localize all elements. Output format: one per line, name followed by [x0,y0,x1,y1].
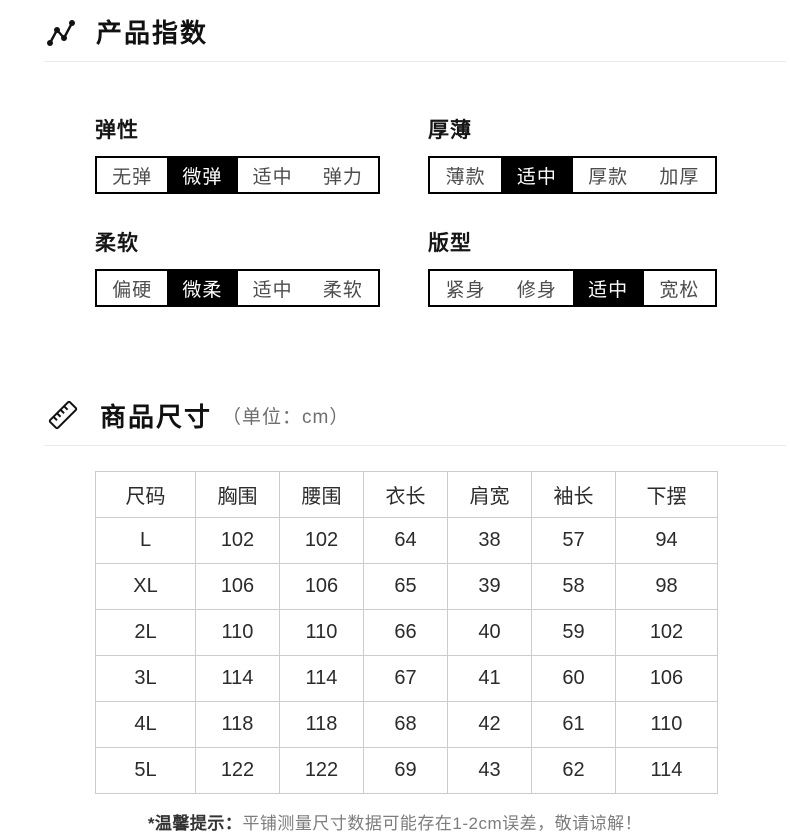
table-row: 3L 114 114 67 41 60 106 [95,655,718,702]
attribute-option: 偏硬 [112,279,153,301]
size-table-header-row: 尺码 胸围 腰围 衣长 肩宽 袖长 下摆 [95,471,718,518]
attribute-scale: 紧身 修身 适中 宽松 [428,269,717,307]
attribute-label: 弹性 [95,119,139,142]
attribute-grid: 弹性 无弹 微弹 适中 弹力 厚薄 薄款 适中 厚款 加厚 柔软 偏硬 微柔 适… [0,114,790,307]
attribute-group-fit: 版型 紧身 修身 适中 宽松 [428,227,717,307]
value-cell: 122 [195,747,280,794]
value-cell: 118 [195,701,280,748]
attribute-label: 柔软 [95,232,139,255]
size-section-title: 商品尺寸 [100,401,213,432]
value-cell: 114 [279,655,364,702]
table-row: XL 106 106 65 39 58 98 [95,563,718,610]
value-cell: 60 [531,655,616,702]
note-prefix: *温馨提示： [147,814,243,833]
value-cell: 110 [615,701,718,748]
value-cell: 106 [615,655,718,702]
size-cell: 3L [95,655,196,702]
attribute-option: 厚款 [588,166,629,188]
product-index-title: 产品指数 [96,18,209,48]
value-cell: 64 [363,517,448,564]
value-cell: 98 [615,563,718,610]
column-header: 下摆 [615,471,718,518]
trend-line-icon [44,15,78,49]
value-cell: 106 [195,563,280,610]
attribute-option: 适中 [501,158,573,192]
attribute-scale: 偏硬 微柔 适中 柔软 [95,269,380,307]
size-section-header: 商品尺寸 （单位：cm） [0,383,790,443]
size-cell: 5L [95,747,196,794]
size-cell: 4L [95,701,196,748]
column-header: 袖长 [531,471,616,518]
value-cell: 41 [447,655,532,702]
value-cell: 102 [195,517,280,564]
attribute-option: 无弹 [112,166,153,188]
attribute-option: 柔软 [322,279,363,301]
column-header: 尺码 [95,471,196,518]
value-cell: 65 [363,563,448,610]
attribute-group-elasticity: 弹性 无弹 微弹 适中 弹力 [95,114,380,194]
attribute-option: 微弹 [167,158,238,192]
value-cell: 114 [195,655,280,702]
attribute-option: 适中 [252,279,293,301]
attribute-option: 薄款 [445,166,486,188]
product-index-header: 产品指数 [0,0,790,59]
attribute-label: 厚薄 [428,119,472,142]
value-cell: 68 [363,701,448,748]
table-row: 5L 122 122 69 43 62 114 [95,747,718,794]
attribute-option: 紧身 [445,279,486,301]
attribute-option: 修身 [516,279,557,301]
table-row: 2L 110 110 66 40 59 102 [95,609,718,656]
size-cell: 2L [95,609,196,656]
value-cell: 67 [363,655,448,702]
attribute-scale: 薄款 适中 厚款 加厚 [428,156,717,194]
value-cell: 66 [363,609,448,656]
attribute-scale: 无弹 微弹 适中 弹力 [95,156,380,194]
column-header: 肩宽 [447,471,532,518]
column-header: 胸围 [195,471,280,518]
size-unit-label: （单位：cm） [222,406,350,428]
value-cell: 102 [615,609,718,656]
attribute-option: 弹力 [322,166,363,188]
note-text: 平铺测量尺寸数据可能存在1-2cm误差，敬请谅解！ [242,814,643,833]
attribute-label: 版型 [428,232,472,255]
ruler-icon [44,396,82,434]
value-cell: 114 [615,747,718,794]
table-row: L 102 102 64 38 57 94 [95,517,718,564]
attribute-option: 微柔 [167,271,238,305]
table-row: 4L 118 118 68 42 61 110 [95,701,718,748]
attribute-group-thickness: 厚薄 薄款 适中 厚款 加厚 [428,114,717,194]
value-cell: 61 [531,701,616,748]
value-cell: 69 [363,747,448,794]
value-cell: 118 [279,701,364,748]
value-cell: 110 [279,609,364,656]
attribute-option: 加厚 [659,166,700,188]
value-cell: 42 [447,701,532,748]
attribute-option: 适中 [572,271,644,305]
value-cell: 38 [447,517,532,564]
size-table: 尺码 胸围 腰围 衣长 肩宽 袖长 下摆 L 102 102 64 38 57 … [95,471,718,794]
size-cell: XL [95,563,196,610]
value-cell: 59 [531,609,616,656]
size-section: 商品尺寸 （单位：cm） 尺码 胸围 腰围 衣长 肩宽 袖长 下摆 L 102 … [0,383,790,834]
column-header: 衣长 [363,471,448,518]
value-cell: 57 [531,517,616,564]
value-cell: 62 [531,747,616,794]
value-cell: 110 [195,609,280,656]
divider [44,445,786,446]
value-cell: 40 [447,609,532,656]
value-cell: 58 [531,563,616,610]
measurement-note: *温馨提示：平铺测量尺寸数据可能存在1-2cm误差，敬请谅解！ [0,809,790,834]
value-cell: 102 [279,517,364,564]
value-cell: 94 [615,517,718,564]
value-cell: 122 [279,747,364,794]
value-cell: 106 [279,563,364,610]
attribute-group-softness: 柔软 偏硬 微柔 适中 柔软 [95,227,380,307]
value-cell: 43 [447,747,532,794]
column-header: 腰围 [279,471,364,518]
value-cell: 39 [447,563,532,610]
divider [44,61,786,62]
size-cell: L [95,517,196,564]
attribute-option: 适中 [252,166,293,188]
attribute-option: 宽松 [659,279,700,301]
